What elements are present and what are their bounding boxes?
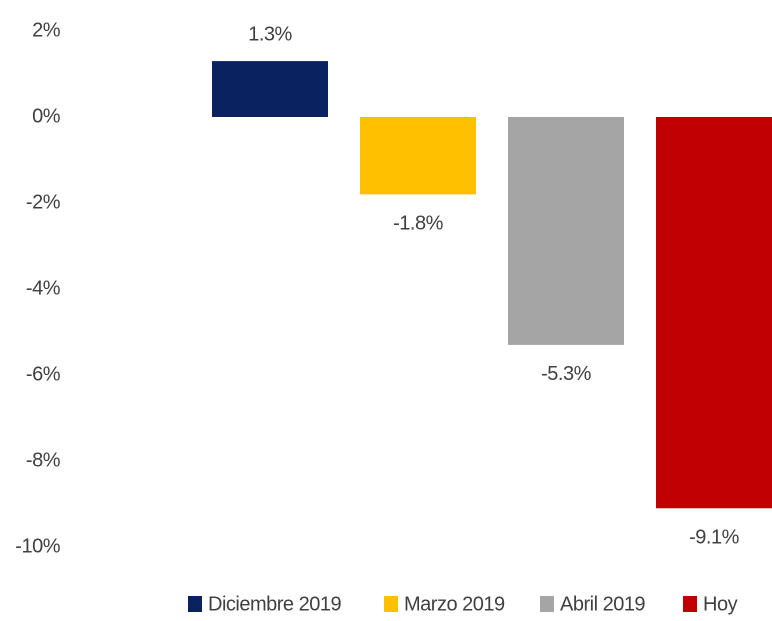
y-tick-label: -6% xyxy=(26,363,61,385)
data-label: -5.3% xyxy=(541,363,591,385)
bar xyxy=(212,61,328,117)
bar xyxy=(360,117,476,195)
data-label: -9.1% xyxy=(689,527,739,549)
legend-swatch xyxy=(188,596,202,612)
data-label: -1.8% xyxy=(393,213,443,235)
legend-label: Abril 2019 xyxy=(560,593,645,615)
legend-swatch xyxy=(683,596,697,612)
y-tick-label: -8% xyxy=(26,449,61,471)
legend-label: Marzo 2019 xyxy=(404,593,505,615)
legend-label: Hoy xyxy=(703,593,738,615)
y-tick-label: -10% xyxy=(15,535,60,557)
y-tick-label: 2% xyxy=(32,19,61,41)
legend-swatch xyxy=(540,596,554,612)
y-tick-label: -2% xyxy=(26,191,61,213)
bar xyxy=(656,117,772,509)
y-tick-label: -4% xyxy=(26,277,61,299)
data-label: 1.3% xyxy=(248,23,292,45)
y-tick-label: 0% xyxy=(32,105,61,127)
bar xyxy=(508,117,624,345)
legend-swatch xyxy=(384,596,398,612)
legend-label: Diciembre 2019 xyxy=(208,593,341,615)
